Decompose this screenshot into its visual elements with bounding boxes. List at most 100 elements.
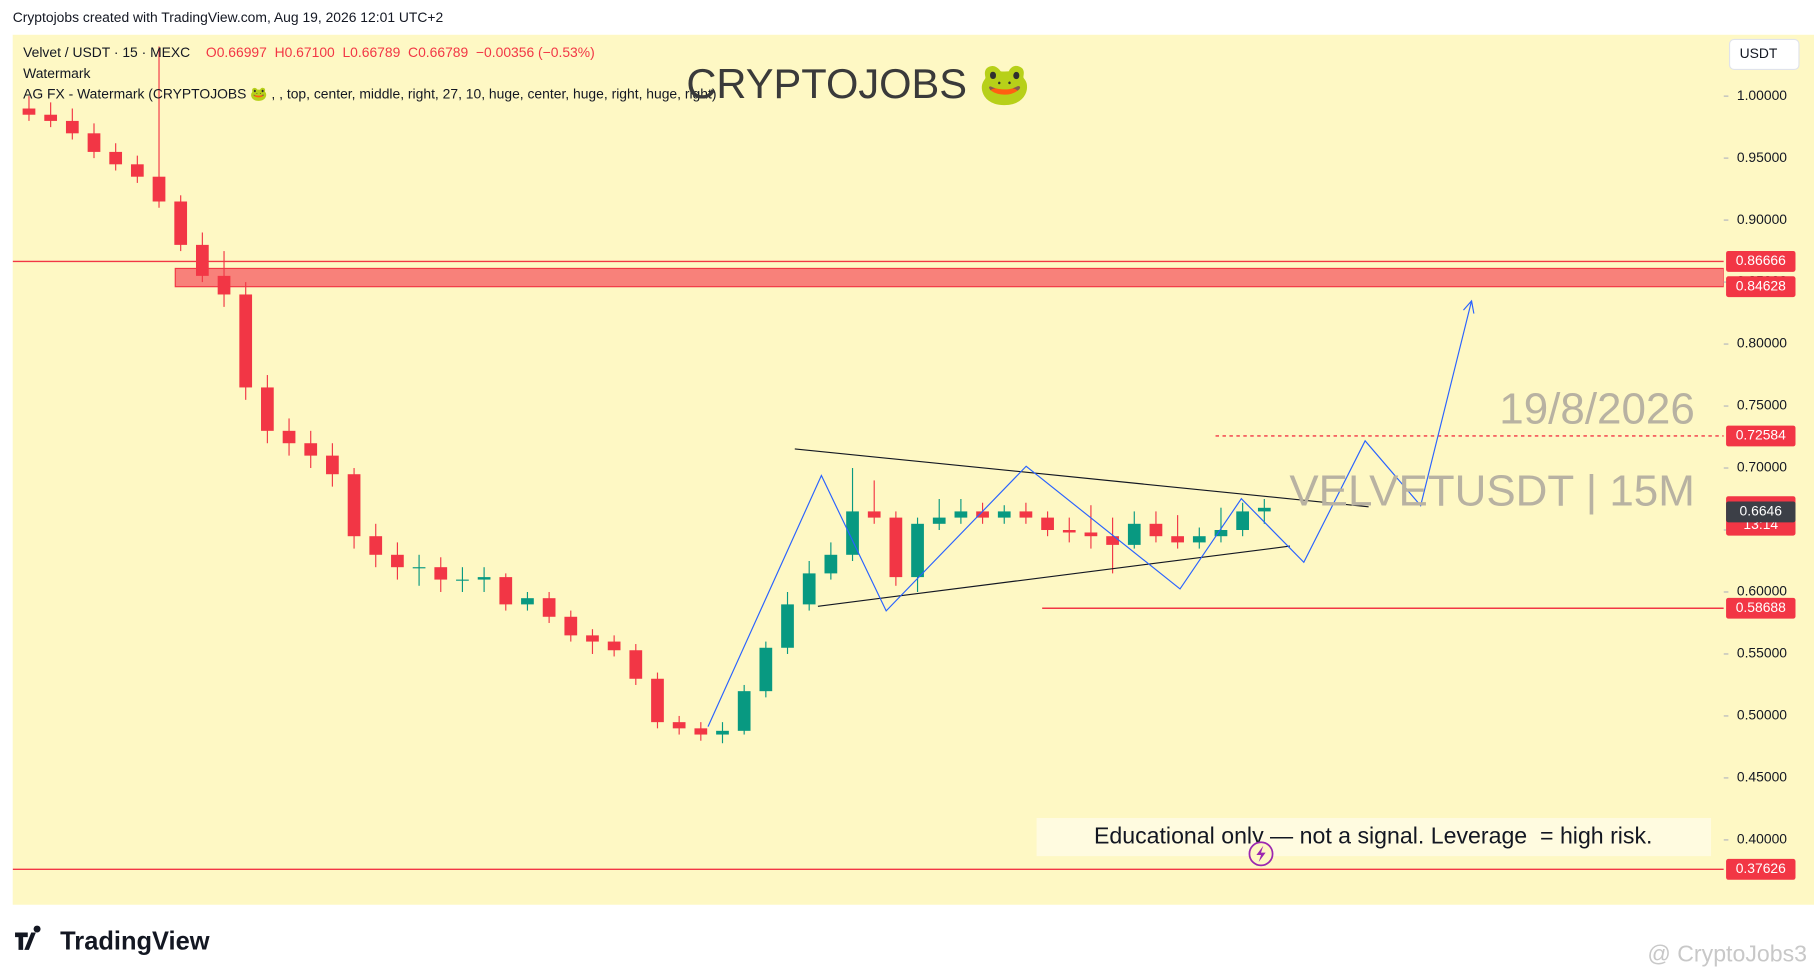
candle-body (542, 598, 556, 617)
candle-body (1214, 530, 1228, 537)
candle-body (109, 151, 123, 165)
candle-body (195, 244, 209, 276)
price-label: 0.84628 (1736, 277, 1786, 293)
candle-body (369, 536, 383, 555)
drawings (707, 299, 1475, 727)
candle-body (629, 650, 643, 679)
attribution: Cryptojobs created with TradingView.com,… (13, 9, 444, 25)
arrow-head (1463, 299, 1475, 314)
y-tick-label: 0.90000 (1737, 211, 1787, 227)
candle-body (1171, 536, 1184, 543)
currency-button[interactable] (1728, 38, 1800, 71)
candle-body (1149, 523, 1163, 537)
candle-body (1257, 507, 1271, 512)
candle-body (694, 728, 708, 735)
candle-body (304, 443, 318, 456)
price-label: 0.72584 (1736, 427, 1786, 443)
candle-body (889, 517, 903, 578)
chart-background (12, 34, 1814, 905)
price-label-bg (1726, 858, 1796, 880)
y-tick-label: 0.75000 (1737, 397, 1787, 413)
candle-body (997, 511, 1011, 518)
price-label-bg (1726, 251, 1796, 272)
candle-body (954, 511, 968, 518)
candle-body (759, 647, 773, 692)
y-tick-label: 0.95000 (1737, 149, 1787, 165)
candle-body (65, 120, 79, 134)
candle-body (781, 604, 794, 648)
candle-body (152, 176, 166, 202)
candle-body (867, 511, 881, 518)
price-label-bg (1726, 276, 1796, 298)
candle-body (976, 511, 989, 518)
price-label: 0.37626 (1736, 860, 1786, 876)
indicator-name: Watermark (23, 65, 90, 81)
trendline (794, 448, 1369, 508)
currency: USDT (1740, 45, 1778, 61)
candle-body (87, 133, 101, 152)
candle-body (1236, 511, 1249, 531)
candle-body (1106, 536, 1119, 545)
y-tick-label: 0.80000 (1737, 335, 1787, 351)
indicator-params: AG FX - Watermark (CRYPTOJOBS 🐸 , , top,… (23, 86, 716, 102)
symbol: Velvet / USDT · 15 · MEXC (23, 44, 190, 60)
candle-body (1127, 523, 1141, 545)
candle-body (1084, 532, 1098, 537)
trendline (817, 545, 1291, 607)
candle-body (651, 678, 664, 723)
candle-body (1062, 530, 1076, 533)
candle-body (911, 523, 924, 578)
candle-body (44, 114, 58, 121)
candle-body (412, 567, 426, 569)
candle-body (217, 275, 231, 295)
watermark: CRYPTOJOBS 🐸 (686, 60, 1030, 107)
candle-body (846, 511, 859, 555)
credit: @ CryptoJobs3 (1647, 941, 1807, 967)
alert-bolt (1256, 845, 1266, 862)
projection-path (707, 300, 1473, 727)
candle-body (1192, 536, 1206, 543)
price-label: 0.58688 (1736, 599, 1786, 615)
watermark-date: 19/8/2026 (1499, 385, 1695, 434)
plot-area (12, 46, 1724, 871)
candle-body (802, 573, 816, 605)
tv-logo (15, 925, 41, 950)
price-label: 0.6646 (1740, 503, 1783, 519)
y-tick-label: 0.60000 (1737, 583, 1787, 599)
candle-body (1041, 517, 1054, 531)
candle-body (456, 579, 469, 581)
candle-body (434, 567, 448, 580)
candle-body (239, 294, 253, 388)
y-tick-label: 0.40000 (1737, 831, 1787, 847)
y-tick-label: 0.70000 (1737, 459, 1787, 475)
candle-body (607, 641, 621, 651)
candle-body (499, 577, 513, 605)
watermark-ticker: VELVETUSDT | 15M (1289, 467, 1695, 516)
price-label: 0.86666 (1736, 252, 1786, 268)
candle-body (22, 108, 36, 115)
candle-body (261, 387, 274, 431)
candle-body (672, 722, 686, 729)
candle-body (824, 554, 838, 574)
candle-body (564, 616, 578, 636)
candle-body (716, 730, 729, 735)
y-tick-label: 0.50000 (1737, 707, 1787, 723)
y-tick-label: 0.45000 (1737, 769, 1787, 785)
candle-body (521, 598, 534, 605)
candle-body (347, 474, 361, 537)
candle-body (737, 691, 751, 731)
y-tick-label: 1.00000 (1737, 87, 1787, 103)
candle-body (477, 577, 491, 580)
candle-body (391, 554, 404, 568)
candle-body (932, 517, 946, 524)
candle-body (282, 430, 296, 444)
y-tick-label: 0.55000 (1737, 645, 1787, 661)
price-label-bg (1726, 501, 1796, 523)
supply-zone (174, 267, 1724, 288)
disclaimer-box (1036, 817, 1712, 857)
price-label-bg (1726, 597, 1796, 619)
candle-body (326, 455, 339, 475)
disclaimer: Educational only — not a signal. Leverag… (1094, 823, 1653, 849)
candle-body (1019, 511, 1033, 518)
